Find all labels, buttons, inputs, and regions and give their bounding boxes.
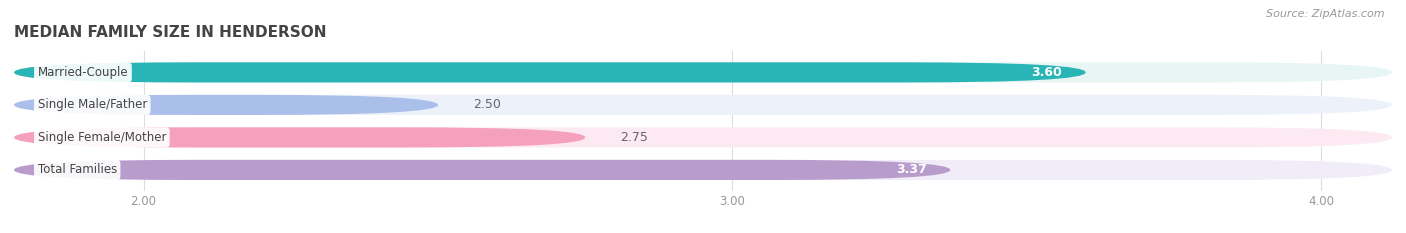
FancyBboxPatch shape bbox=[14, 127, 1392, 147]
Text: Source: ZipAtlas.com: Source: ZipAtlas.com bbox=[1267, 9, 1385, 19]
Text: Single Male/Father: Single Male/Father bbox=[38, 98, 148, 111]
Text: 3.60: 3.60 bbox=[1032, 66, 1062, 79]
FancyBboxPatch shape bbox=[14, 62, 1392, 82]
Text: Single Female/Mother: Single Female/Mother bbox=[38, 131, 166, 144]
Text: 2.50: 2.50 bbox=[474, 98, 501, 111]
FancyBboxPatch shape bbox=[14, 160, 1392, 180]
Text: 3.37: 3.37 bbox=[896, 163, 927, 176]
Text: MEDIAN FAMILY SIZE IN HENDERSON: MEDIAN FAMILY SIZE IN HENDERSON bbox=[14, 25, 326, 40]
Text: Total Families: Total Families bbox=[38, 163, 117, 176]
FancyBboxPatch shape bbox=[14, 95, 1392, 115]
Text: Married-Couple: Married-Couple bbox=[38, 66, 128, 79]
FancyBboxPatch shape bbox=[14, 62, 1085, 82]
FancyBboxPatch shape bbox=[14, 160, 950, 180]
FancyBboxPatch shape bbox=[14, 95, 439, 115]
FancyBboxPatch shape bbox=[14, 127, 585, 147]
Text: 2.75: 2.75 bbox=[620, 131, 648, 144]
